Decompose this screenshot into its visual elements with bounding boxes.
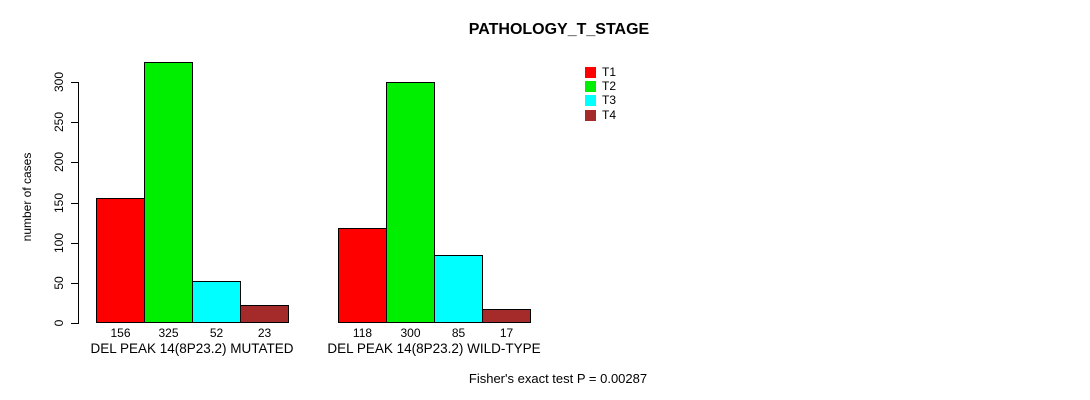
- bar-value-label: 300: [400, 326, 421, 340]
- group-label: DEL PEAK 14(8P23.2) MUTATED: [90, 341, 294, 356]
- y-tick-label: 100: [52, 232, 66, 253]
- bar-t3-group1: [192, 281, 241, 323]
- fisher-test-annotation: Fisher's exact test P = 0.00287: [468, 371, 648, 386]
- chart-title: PATHOLOGY_T_STAGE: [468, 21, 650, 38]
- bar-t4-group1: [240, 305, 289, 323]
- y-tick-label: 0: [52, 319, 66, 327]
- legend: T1 T2 T3 T4: [585, 65, 616, 122]
- bar-t4-group2: [482, 309, 531, 323]
- legend-label: T3: [602, 93, 617, 108]
- bar-t1-group1: [96, 198, 145, 323]
- legend-item-t1: T1: [585, 65, 616, 79]
- legend-label: T4: [602, 107, 617, 122]
- legend-item-t4: T4: [585, 108, 616, 122]
- y-axis-title: number of cases: [20, 152, 34, 242]
- bar-t3-group2: [434, 255, 483, 323]
- group-label: DEL PEAK 14(8P23.2) WILD-TYPE: [327, 341, 541, 356]
- y-tick-mark: [71, 282, 78, 284]
- y-tick-mark: [71, 82, 78, 83]
- bar-t2-group1: [144, 62, 193, 323]
- legend-swatch-t4: [585, 109, 596, 121]
- bar-value-label: 17: [499, 326, 514, 340]
- y-tick-label: 300: [52, 71, 66, 93]
- legend-swatch-t2: [585, 80, 596, 92]
- legend-item-t3: T3: [585, 94, 616, 108]
- y-tick-label: 150: [52, 192, 66, 213]
- legend-label: T2: [602, 78, 617, 93]
- legend-label: T1: [602, 64, 617, 79]
- bar-value-label: 118: [352, 326, 373, 340]
- bar-t2-group2: [386, 82, 435, 323]
- bar-value-label: 85: [451, 326, 466, 340]
- bar-value-label: 52: [209, 326, 224, 340]
- legend-swatch-t1: [585, 66, 596, 78]
- bar-value-label: 23: [257, 326, 272, 340]
- y-tick-mark: [71, 162, 78, 164]
- y-tick-mark: [71, 122, 78, 124]
- y-tick-label: 250: [52, 112, 66, 133]
- y-tick-mark: [71, 242, 78, 244]
- y-tick-label: 50: [52, 276, 66, 290]
- legend-item-t2: T2: [585, 79, 616, 93]
- bar-t1-group2: [338, 228, 387, 323]
- y-tick-mark: [71, 323, 78, 324]
- legend-swatch-t3: [585, 95, 596, 107]
- y-axis-line: [78, 82, 79, 324]
- bar-value-label: 156: [110, 326, 131, 340]
- bar-value-label: 325: [158, 326, 179, 340]
- y-tick-label: 200: [52, 152, 66, 173]
- y-tick-mark: [71, 202, 78, 204]
